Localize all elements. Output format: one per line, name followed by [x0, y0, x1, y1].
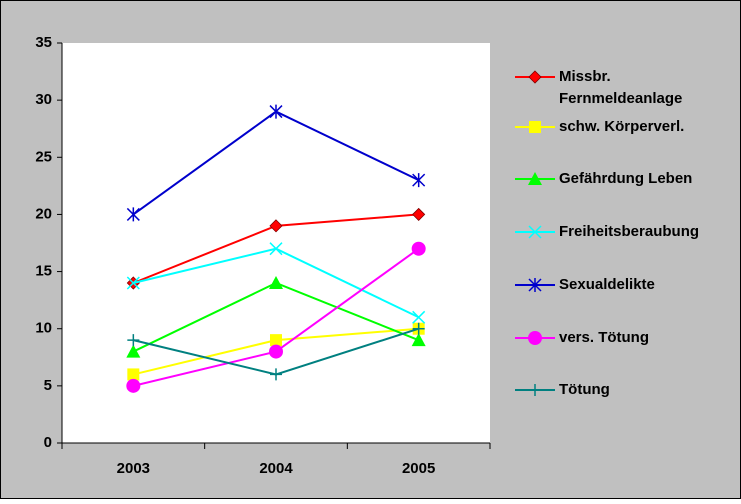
y-tick-label: 30	[35, 91, 52, 108]
point-marker	[126, 276, 140, 290]
legend-label: Freiheitsberaubung	[559, 223, 699, 240]
point-marker	[269, 104, 283, 119]
legend-label: schw. Körperverl.	[559, 118, 684, 135]
legend-marker	[529, 121, 541, 133]
legend-marker	[528, 331, 542, 345]
x-tick-label: 2004	[259, 460, 293, 477]
point-marker	[269, 219, 283, 233]
point-marker	[127, 334, 140, 347]
point-marker	[269, 242, 283, 256]
x-tick-label: 2005	[402, 460, 435, 477]
point-marker	[412, 322, 425, 335]
legend-label: Missbr. Fernmeldeanlage	[559, 68, 682, 107]
y-tick-label: 25	[35, 148, 52, 165]
legend-marker	[529, 384, 541, 396]
point-marker	[269, 344, 283, 359]
point-marker	[411, 241, 426, 256]
point-marker	[127, 368, 140, 381]
point-marker	[412, 173, 426, 188]
y-tick-label: 35	[35, 34, 52, 51]
point-marker	[126, 344, 141, 358]
legend-marker	[528, 70, 542, 84]
y-tick-label: 0	[44, 434, 52, 451]
point-marker	[269, 276, 283, 289]
legend-label: vers. Tötung	[559, 329, 649, 346]
point-marker	[412, 207, 426, 221]
legend-marker	[528, 278, 542, 292]
legend-label: Gefährdung Leben	[559, 170, 692, 187]
point-marker	[411, 333, 426, 347]
point-marker	[126, 207, 140, 222]
legend-marker	[528, 172, 542, 185]
point-marker	[270, 368, 282, 381]
y-tick-label: 15	[35, 263, 52, 280]
y-tick-label: 5	[44, 377, 52, 394]
legend-marker	[528, 225, 542, 239]
legend-label: Tötung	[559, 381, 610, 398]
point-marker	[412, 310, 426, 324]
y-tick-label: 20	[35, 205, 52, 222]
x-tick-label: 2003	[117, 460, 150, 477]
plot-area	[62, 43, 490, 443]
legend-label: Sexualdelikte	[559, 276, 655, 293]
point-marker	[126, 378, 141, 393]
y-tick-label: 10	[35, 320, 52, 337]
point-marker	[270, 334, 282, 347]
